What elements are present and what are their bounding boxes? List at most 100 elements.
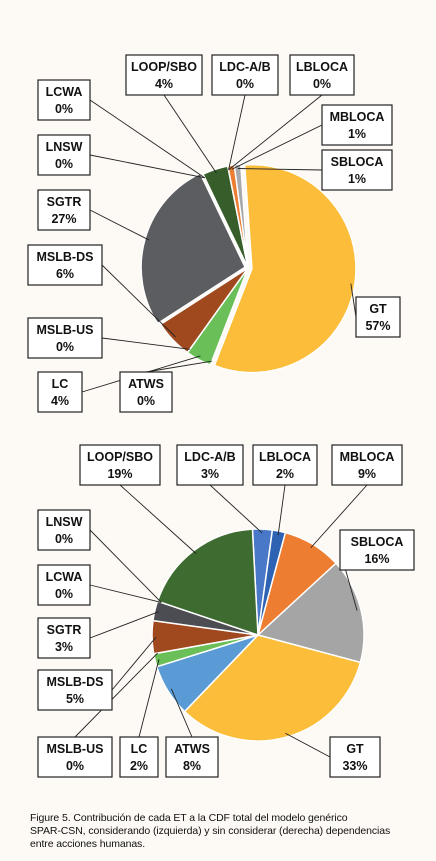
category-label: LCWA <box>46 85 83 99</box>
category-label: LDC-A/B <box>219 60 270 74</box>
label-box <box>37 371 83 413</box>
value-label: 0% <box>56 340 74 354</box>
value-label: 0% <box>313 77 331 91</box>
figure-caption: Figure 5. Contribución de cada ET a la C… <box>30 812 425 851</box>
value-label: 8% <box>183 759 201 773</box>
slice-label-gt: GT 33% <box>329 736 381 778</box>
label-box <box>79 444 161 486</box>
value-label: 33% <box>342 759 367 773</box>
value-label: 57% <box>365 319 390 333</box>
category-label: LNSW <box>46 515 83 529</box>
leader-line-lbloca <box>277 484 286 536</box>
label-box <box>37 79 91 121</box>
label-box <box>119 736 159 778</box>
slice-label-mslb-us: MSLB-US 0% <box>37 736 113 778</box>
slice-labels: LDC-A/B 3% LBLOCA 2% MBLOCA 9% SBLOCA 16% GT 33% A… <box>37 444 415 778</box>
category-label: MBLOCA <box>330 110 385 124</box>
value-label: 5% <box>66 692 84 706</box>
category-label: GT <box>346 742 364 756</box>
leader-line-atws <box>145 360 212 373</box>
pie-slice-mslb-ds <box>159 267 249 354</box>
leader-line-loop-sbo <box>119 484 197 555</box>
category-label: MSLB-US <box>47 742 104 756</box>
leader-line-lcwa <box>89 584 162 603</box>
category-label: MSLB-DS <box>47 675 104 689</box>
category-label: LOOP/SBO <box>87 450 153 464</box>
slice-label-loop-sbo: LOOP/SBO 19% <box>79 444 161 486</box>
label-box <box>37 669 113 711</box>
slice-label-atws: ATWS 0% <box>119 371 173 413</box>
category-label: SBLOCA <box>331 155 384 169</box>
slice-label-mslb-us: MSLB-US 0% <box>27 317 103 359</box>
leader-line-lnsw <box>89 529 162 603</box>
label-box <box>37 564 91 606</box>
category-label: LC <box>52 377 69 391</box>
caption-line-3: entre acciones humanas. <box>30 838 146 850</box>
slice-label-sgtr: SGTR 3% <box>37 617 91 659</box>
label-box <box>165 736 219 778</box>
leader-line-ldc-a-b <box>228 94 246 171</box>
leader-line-lc <box>138 659 160 738</box>
pie-chart-without-dependencies: LDC-A/B 3% LBLOCA 2% MBLOCA 9% SBLOCA 16% GT 33% A… <box>37 444 415 778</box>
category-label: LBLOCA <box>259 450 311 464</box>
pie-slice-gt <box>183 634 362 742</box>
label-box <box>176 444 244 486</box>
slice-label-lnsw: LNSW 0% <box>37 509 91 551</box>
value-label: 27% <box>51 212 76 226</box>
label-box <box>37 189 91 231</box>
category-label: ATWS <box>128 377 164 391</box>
value-label: 0% <box>55 157 73 171</box>
slice-label-lbloca: LBLOCA 0% <box>289 54 355 96</box>
label-box <box>37 736 113 778</box>
leader-line-lnsw <box>89 154 205 179</box>
leader-line-ldc-a-b <box>209 484 263 534</box>
label-box <box>252 444 318 486</box>
leader-lines <box>74 484 368 758</box>
category-label: SBLOCA <box>351 535 404 549</box>
category-label: MSLB-DS <box>37 250 94 264</box>
label-box <box>27 244 103 286</box>
leader-line-lcwa <box>89 99 206 179</box>
caption-line-1: Figure 5. Contribución de cada ET a la C… <box>30 812 348 824</box>
pie-slice-loop-sbo <box>156 528 259 637</box>
label-box <box>211 54 279 96</box>
value-label: 0% <box>66 759 84 773</box>
slice-label-lcwa: LCWA 0% <box>37 564 91 606</box>
leader-line-atws <box>170 688 193 738</box>
slice-label-mslb-ds: MSLB-DS 5% <box>37 669 113 711</box>
category-label: LC <box>131 742 148 756</box>
value-label: 0% <box>137 394 155 408</box>
value-label: 0% <box>55 532 73 546</box>
leader-line-mslb-ds <box>101 264 176 338</box>
slice-label-lc: LC 2% <box>119 736 159 778</box>
label-box <box>329 736 381 778</box>
label-box <box>27 317 103 359</box>
category-label: GT <box>369 302 387 316</box>
pie-slices <box>151 528 365 742</box>
leader-line-mbloca <box>231 124 323 170</box>
slice-label-mbloca: MBLOCA 9% <box>331 444 403 486</box>
slice-label-sgtr: SGTR 27% <box>37 189 91 231</box>
caption-line-2: SPAR-CSN, considerando (izquierda) y sin… <box>30 825 391 837</box>
category-label: SGTR <box>47 195 82 209</box>
leader-line-loop-sbo <box>163 94 217 174</box>
leader-line-gt <box>285 732 331 758</box>
value-label: 3% <box>55 640 73 654</box>
slice-label-gt: GT 57% <box>355 296 401 338</box>
category-label: LDC-A/B <box>184 450 235 464</box>
label-box <box>355 296 401 338</box>
slice-label-ldc-a-b: LDC-A/B 0% <box>211 54 279 96</box>
value-label: 19% <box>107 467 132 481</box>
slice-label-lc: LC 4% <box>37 371 83 413</box>
leader-line-gt <box>350 283 357 318</box>
slice-label-sbloca: SBLOCA 16% <box>339 529 415 571</box>
value-label: 1% <box>348 172 366 186</box>
label-box <box>321 149 393 191</box>
label-box <box>37 509 91 551</box>
slice-label-sbloca: SBLOCA 1% <box>321 149 393 191</box>
category-label: LCWA <box>46 570 83 584</box>
value-label: 9% <box>358 467 376 481</box>
label-box <box>289 54 355 96</box>
category-label: MBLOCA <box>340 450 395 464</box>
